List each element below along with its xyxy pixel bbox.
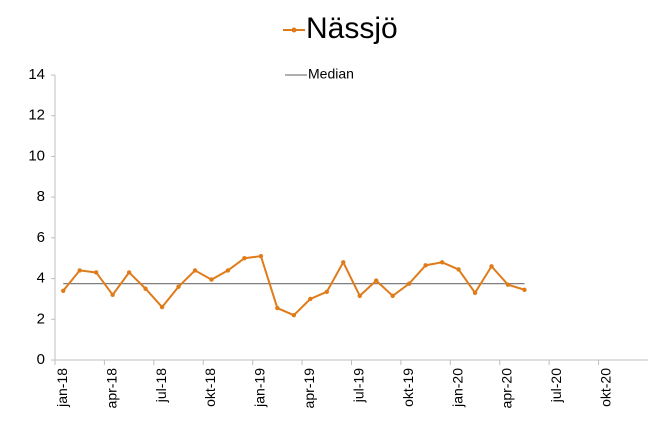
x-tick-label: okt-20 [598, 368, 614, 407]
point [209, 277, 214, 282]
y-tick-label: 12 [28, 107, 45, 124]
point [390, 293, 395, 299]
point [423, 263, 428, 268]
y-tick-label: 14 [28, 66, 45, 83]
x-tick-label: okt-18 [202, 368, 218, 407]
point [357, 293, 362, 299]
x-tick-label: jan-20 [449, 368, 465, 408]
point [126, 270, 132, 275]
point [225, 268, 231, 273]
x-tick-label: jul-18 [153, 368, 169, 403]
point [406, 281, 412, 286]
x-tick-label: apr-20 [499, 368, 515, 409]
point [472, 290, 478, 296]
point [341, 260, 346, 265]
point [258, 253, 264, 259]
series-line [62, 255, 525, 317]
x-tick-label: jul-19 [350, 368, 366, 403]
x-tick-label: apr-19 [301, 368, 317, 409]
x-tick-label: okt-19 [400, 368, 416, 407]
y-tick-label: 6 [37, 229, 45, 246]
point [439, 260, 445, 265]
point [242, 256, 247, 261]
point [505, 282, 511, 287]
legend-label: Median [308, 66, 354, 82]
x-tick-label: apr-18 [103, 368, 119, 409]
legend-swatch-marker [291, 27, 297, 33]
y-tick-label: 4 [37, 270, 45, 287]
point [143, 286, 148, 291]
point [110, 292, 115, 298]
point [291, 313, 297, 318]
point [324, 289, 329, 295]
point [192, 268, 198, 273]
point [275, 305, 280, 311]
legend-label: Nässjö [306, 12, 398, 45]
x-tick-label: jul-20 [548, 368, 564, 403]
y-tick-label: 10 [28, 147, 45, 164]
x-tick-label: jan-18 [54, 368, 70, 408]
point [522, 287, 527, 292]
point [308, 296, 313, 302]
legend-box [283, 64, 373, 86]
x-tick-label: jan-19 [252, 368, 268, 408]
y-tick-label: 2 [37, 310, 45, 327]
point [176, 284, 181, 289]
point [77, 268, 82, 273]
y-tick-label: 8 [37, 188, 45, 205]
point [61, 288, 66, 293]
point [456, 267, 461, 272]
y-tick-label: 0 [37, 351, 45, 368]
point [374, 278, 379, 283]
point [159, 304, 165, 310]
point [93, 270, 99, 275]
point [489, 264, 494, 269]
